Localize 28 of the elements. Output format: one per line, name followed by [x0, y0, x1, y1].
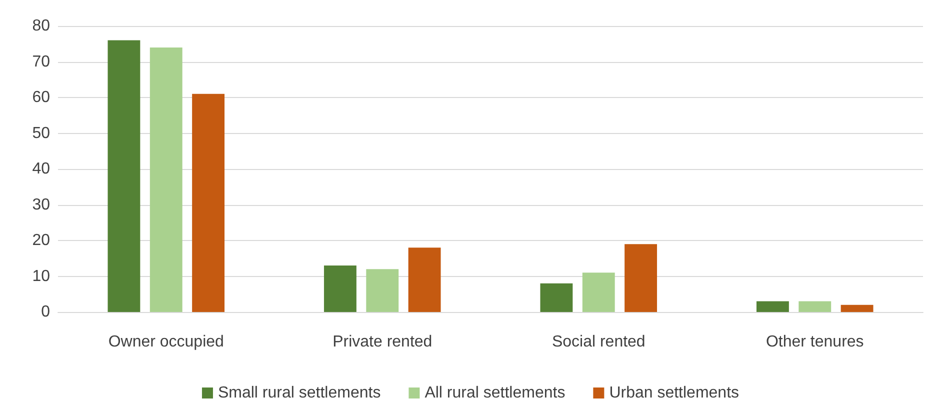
y-tick-label: 80 [32, 18, 50, 34]
y-tick-label: 30 [32, 196, 50, 214]
bar [150, 47, 182, 312]
bar [840, 304, 874, 312]
bar [624, 244, 658, 312]
bar [366, 269, 399, 312]
y-tick-label: 70 [32, 53, 50, 70]
y-tick-label: 50 [32, 124, 50, 142]
x-tick-label: Other tenures [766, 334, 864, 350]
x-tick-label: Social rented [552, 334, 646, 350]
y-tick-label: 60 [32, 89, 50, 106]
bar [582, 272, 615, 312]
bar [108, 40, 140, 312]
bar [192, 94, 225, 312]
y-tick-label: 0 [41, 304, 50, 320]
x-tick-label: Owner occupied [108, 334, 224, 350]
y-tick-label: 20 [32, 232, 50, 249]
bar [756, 301, 789, 312]
bar [324, 266, 356, 312]
y-tick-label: 10 [32, 268, 50, 285]
legend-label: Urban settlements [609, 384, 740, 402]
bar [798, 301, 832, 312]
y-tick-label: 40 [32, 160, 50, 178]
bar [540, 283, 573, 312]
legend-label: Small rural settlements [218, 384, 381, 402]
bar [408, 248, 441, 312]
legend-label: All rural settlements [424, 384, 566, 402]
x-tick-label: Private rented [332, 334, 432, 350]
